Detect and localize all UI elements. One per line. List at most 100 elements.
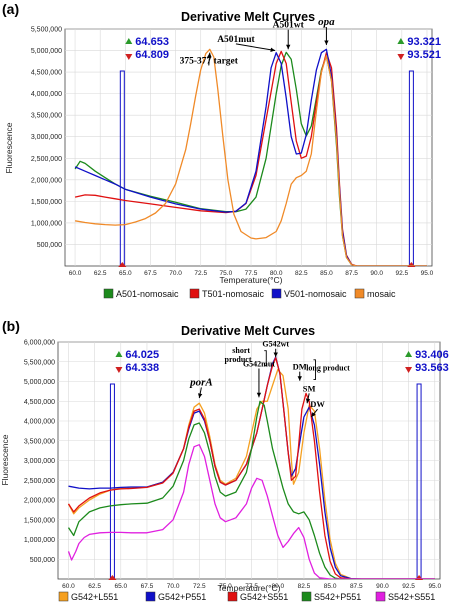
- cursor-left-handle-icon[interactable]: [108, 575, 117, 580]
- x-tick-label: 82.5: [295, 270, 308, 277]
- legend-label: T501-nomosaic: [202, 289, 265, 299]
- panel-a-series: [74, 48, 427, 266]
- cursor-left-bottom-value: 64.338: [125, 362, 159, 374]
- panel-b-legend: G542+L551 G542+P551 G542+S551 S542+P551 S542…: [58, 591, 435, 602]
- y-tick-label: 500,000: [30, 557, 55, 564]
- annotation-arrowhead: [305, 398, 311, 404]
- panel-a-title: Derivative Melt Curves: [181, 10, 315, 24]
- y-tick-label: 3,000,000: [31, 134, 62, 141]
- y-tick-label: 1,500,000: [31, 199, 62, 206]
- x-tick-label: 67.5: [144, 270, 157, 277]
- legend-swatch: [354, 288, 365, 299]
- panel-a-x-ticks: 60.0 62.5 65.0 67.5 70.0 72.5 75.0 77.5 80.0 82.5…: [69, 270, 434, 277]
- cursor-right-down-icon: [397, 54, 405, 60]
- panel-b-y-ticks: 500,000 1,000,000 1,500,000 2,000,000 2,500,…: [24, 340, 55, 564]
- legend-swatch: [375, 591, 386, 602]
- x-tick-label: 95.0: [421, 270, 434, 277]
- y-tick-label: 2,500,000: [31, 156, 62, 163]
- cursor-left-handle-icon[interactable]: [118, 262, 127, 267]
- annotation-label: A501mut: [217, 35, 255, 45]
- panel-a-plot-area: [64, 28, 433, 267]
- x-tick-label: 65.0: [114, 583, 127, 590]
- y-tick-label: 2,000,000: [24, 498, 55, 505]
- x-tick-label: 75.0: [219, 583, 232, 590]
- legend-swatch: [145, 591, 156, 602]
- annotation-label: DW: [310, 399, 325, 409]
- legend-label: mosaic: [367, 289, 396, 299]
- cursor-left-down-icon: [115, 367, 123, 373]
- panel-a: (a) Derivative Melt Curves 500,000 1,000,…: [2, 1, 441, 299]
- legend-label: V501-nomosaic: [284, 289, 347, 299]
- annotation-label: long product: [306, 363, 350, 372]
- series-line-S542+S551: [67, 444, 435, 579]
- annotation-label: porA: [189, 376, 213, 388]
- panel-b-x-ticks: 60.0 62.5 65.0 67.5 70.0 72.5 75.0 77.5 80.0 82.5…: [62, 583, 441, 590]
- y-tick-label: 1,000,000: [24, 537, 55, 544]
- x-tick-label: 87.5: [345, 270, 358, 277]
- panel-b-label: (b): [2, 318, 20, 334]
- legend-swatch: [189, 288, 200, 299]
- x-tick-label: 70.0: [169, 270, 182, 277]
- cursor-right-down-icon: [405, 367, 413, 373]
- y-tick-label: 5,500,000: [24, 359, 55, 366]
- series-line-G542+S551: [67, 357, 435, 579]
- annotation-arrowhead: [297, 376, 302, 381]
- panel-b-xlabel: Temperature(°C): [218, 583, 281, 593]
- annotation-label: DM: [293, 362, 307, 372]
- annotation-label: opa: [318, 16, 335, 28]
- x-tick-label: 62.5: [94, 270, 107, 277]
- annotation-arrowhead: [207, 52, 212, 58]
- x-tick-label: 95.0: [428, 583, 441, 590]
- legend-swatch: [271, 288, 282, 299]
- panel-b-ylabel: Fluorescence: [0, 434, 10, 485]
- x-tick-label: 90.0: [376, 583, 389, 590]
- panel-a-legend: A501-nomosaic T501-nomosaic V501-nomosaic m…: [103, 288, 396, 299]
- annotation-arrowhead: [270, 47, 276, 52]
- panel-a-label: (a): [2, 1, 19, 17]
- annotation-label: SM: [303, 383, 316, 393]
- y-tick-label: 4,000,000: [24, 419, 55, 426]
- x-tick-label: 60.0: [62, 583, 75, 590]
- y-tick-label: 2,000,000: [31, 177, 62, 184]
- y-tick-label: 5,000,000: [24, 379, 55, 386]
- x-tick-label: 77.5: [245, 270, 258, 277]
- annotation-arrowhead: [311, 412, 316, 418]
- cursor-right-up-icon: [397, 38, 405, 44]
- cursor-left-up-icon: [125, 38, 133, 44]
- cursor-left-top-value: 64.653: [135, 36, 169, 48]
- x-tick-label: 77.5: [245, 583, 258, 590]
- x-tick-label: 92.5: [396, 270, 409, 277]
- x-tick-label: 70.0: [167, 583, 180, 590]
- x-tick-label: 85.0: [320, 270, 333, 277]
- panel-a-y-ticks: 500,000 1,000,000 1,500,000 2,000,000 2,500,…: [31, 27, 62, 249]
- y-tick-label: 3,500,000: [24, 438, 55, 445]
- x-tick-label: 75.0: [220, 270, 233, 277]
- legend-label: G542+L551: [71, 592, 118, 602]
- x-tick-label: 67.5: [141, 583, 154, 590]
- x-tick-label: 87.5: [350, 583, 363, 590]
- x-tick-label: 82.5: [298, 583, 311, 590]
- x-tick-label: 85.0: [324, 583, 337, 590]
- cursor-right-top-value: 93.321: [407, 36, 441, 48]
- x-tick-label: 92.5: [402, 583, 415, 590]
- x-tick-label: 80.0: [270, 270, 283, 277]
- annotation-arrowhead: [256, 392, 262, 398]
- legend-label: G542+P551: [158, 592, 206, 602]
- cursor-right-bottom-value: 93.563: [415, 362, 449, 374]
- legend-label: S542+S551: [388, 592, 435, 602]
- panel-a-grid: [65, 28, 432, 266]
- legend-swatch: [227, 591, 238, 602]
- annotation-arrowhead: [324, 40, 329, 45]
- x-tick-label: 80.0: [271, 583, 284, 590]
- y-tick-label: 4,500,000: [31, 70, 62, 77]
- x-tick-label: 72.5: [193, 583, 206, 590]
- cursor-right-bottom-value: 93.521: [407, 49, 441, 61]
- legend-label: A501-nomosaic: [116, 289, 179, 299]
- cursor-left-bottom-value: 64.809: [135, 49, 169, 61]
- x-tick-label: 65.0: [119, 270, 132, 277]
- y-tick-label: 4,500,000: [24, 399, 55, 406]
- annotation-label: A501wt: [273, 21, 305, 31]
